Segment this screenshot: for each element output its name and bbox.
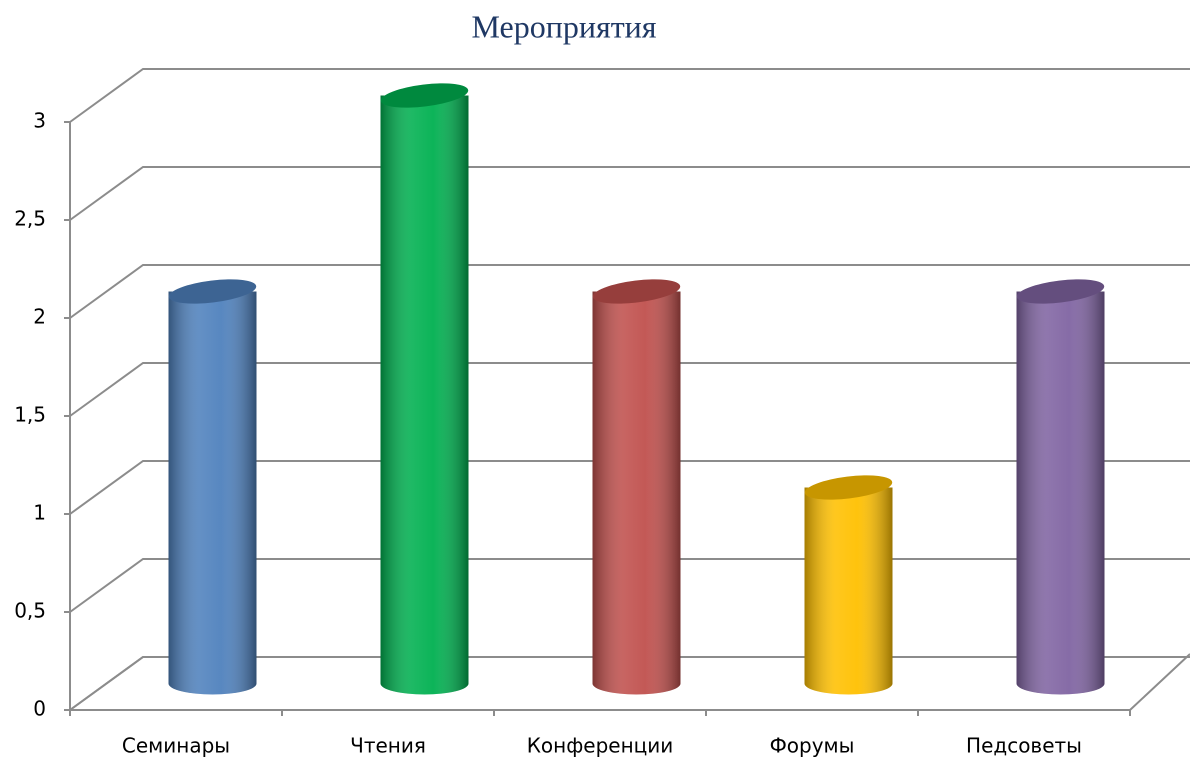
bar <box>804 487 893 695</box>
bar-top <box>592 279 681 304</box>
bar-top-shade <box>804 475 893 500</box>
bar <box>1016 291 1105 695</box>
grid-line <box>69 460 1190 515</box>
x-tick-label: Форумы <box>770 734 855 758</box>
grid-line <box>69 264 1190 319</box>
y-tick-label: 3 <box>33 109 46 133</box>
grid-line <box>69 166 1190 221</box>
bar-top-shade <box>168 279 257 304</box>
grid-line <box>69 68 1190 123</box>
bar-top <box>804 475 893 500</box>
y-tick-label: 1,5 <box>14 403 46 427</box>
chart-title: Мероприятия <box>471 8 656 44</box>
x-tick-label: Чтения <box>350 734 426 758</box>
y-tick-label: 1 <box>33 501 46 525</box>
bar <box>168 291 257 695</box>
y-tick-label: 2 <box>33 305 46 329</box>
y-tick-label: 0,5 <box>14 599 46 623</box>
bar-top-shade <box>1016 279 1105 304</box>
bar <box>380 95 469 695</box>
grid-line <box>69 362 1190 417</box>
y-tick-label: 2,5 <box>14 207 46 231</box>
bar-top <box>380 83 469 108</box>
y-tick-label: 0 <box>33 697 46 721</box>
x-tick-label: Семинары <box>122 734 230 758</box>
bar-top-shade <box>592 279 681 304</box>
x-tick-label: Педсоветы <box>966 734 1082 758</box>
bar <box>592 291 681 695</box>
bar-top-shade <box>380 83 469 108</box>
bar-top <box>1016 279 1105 304</box>
x-tick-label: Конференции <box>527 734 674 758</box>
bar-top <box>168 279 257 304</box>
